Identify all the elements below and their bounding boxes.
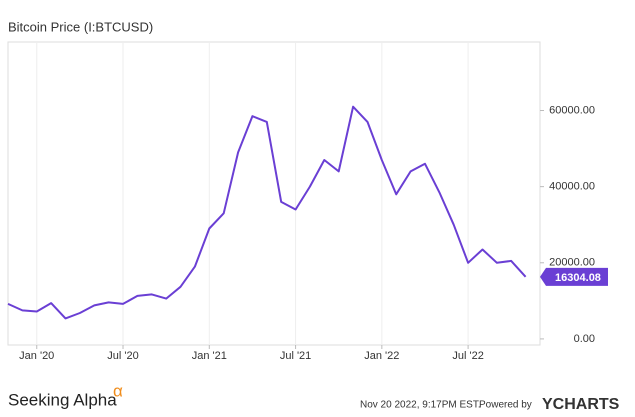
last-value-label: 16304.08 [555, 272, 601, 284]
x-tick-label: Jan '20 [19, 350, 54, 362]
plot-frame [7, 41, 541, 346]
last-value-box [540, 267, 608, 286]
powered-by: Powered by [479, 400, 532, 411]
x-tick-label: Jul '21 [280, 350, 311, 362]
price-line [7, 105, 527, 320]
brand-symbol: α [113, 381, 123, 400]
x-tick-label: Jan '22 [364, 350, 399, 362]
brand: Seeking Alpha [8, 390, 117, 409]
y-tick-label: 60000.00 [549, 104, 595, 116]
provider: YCHARTS [542, 396, 620, 413]
x-tick-label: Jan '21 [192, 350, 227, 362]
chart-title: Bitcoin Price (I:BTCUSD) [8, 19, 153, 34]
x-tick-label: Jul '20 [107, 350, 138, 362]
y-tick-label: 20000.00 [549, 257, 595, 269]
x-tick-label: Jul '22 [452, 350, 483, 362]
y-tick-label: 40000.00 [549, 181, 595, 193]
timestamp: Nov 20 2022, 9:17PM EST. [360, 400, 481, 411]
y-tick-label: 0.00 [574, 333, 595, 345]
